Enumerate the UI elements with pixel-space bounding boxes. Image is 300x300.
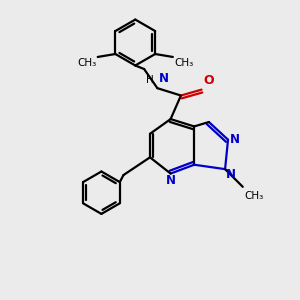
- Text: N: N: [159, 72, 169, 85]
- Text: CH₃: CH₃: [77, 58, 96, 68]
- Text: O: O: [203, 74, 214, 87]
- Text: CH₃: CH₃: [174, 58, 194, 68]
- Text: CH₃: CH₃: [244, 191, 263, 201]
- Text: N: N: [166, 173, 176, 187]
- Text: N: N: [230, 133, 239, 146]
- Text: N: N: [225, 168, 236, 181]
- Text: H: H: [146, 75, 154, 85]
